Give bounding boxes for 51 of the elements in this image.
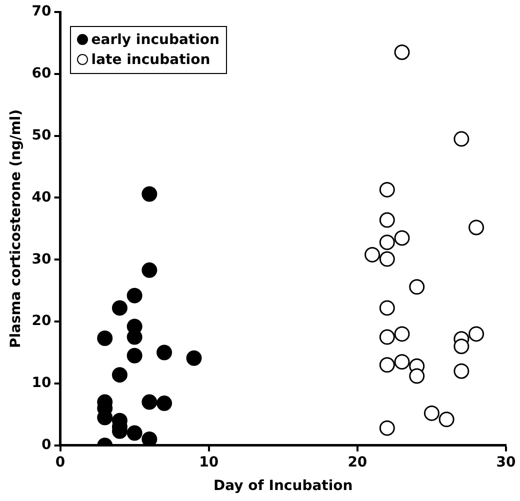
point — [438, 412, 454, 428]
point — [186, 350, 202, 366]
point — [379, 212, 395, 228]
point — [379, 182, 395, 198]
point — [156, 396, 172, 412]
x-axis-title: Day of Incubation — [214, 478, 353, 494]
point — [126, 288, 142, 304]
y-tick-label: 30 — [32, 251, 52, 268]
y-axis-title: Plasma corticosterone (ng/ml) — [8, 109, 24, 348]
point — [454, 338, 470, 354]
point — [394, 44, 410, 60]
point — [379, 357, 395, 373]
x-tick-label: 30 — [496, 454, 516, 470]
point — [379, 251, 395, 267]
point — [379, 234, 395, 250]
point — [468, 220, 484, 236]
legend-label: late incubation — [91, 52, 210, 68]
y-tick-label: 70 — [32, 4, 52, 20]
point — [142, 394, 158, 410]
point — [142, 262, 158, 278]
x-tick-label: 0 — [55, 454, 66, 470]
y-tick-label: 10 — [32, 375, 52, 392]
y-tick-label: 20 — [32, 313, 52, 330]
point — [454, 131, 470, 147]
point — [394, 354, 410, 370]
point — [394, 326, 410, 342]
point — [454, 363, 470, 379]
y-tick-label: 40 — [32, 189, 52, 206]
point — [142, 186, 158, 202]
point — [112, 367, 128, 383]
point — [379, 420, 395, 436]
point — [394, 230, 410, 246]
point — [424, 405, 440, 421]
point — [409, 368, 425, 384]
y-tick-label: 50 — [32, 127, 52, 144]
point — [126, 348, 142, 364]
point — [126, 425, 142, 441]
x-tick-label: 10 — [199, 454, 219, 470]
point — [156, 344, 172, 360]
point — [97, 330, 113, 346]
point — [379, 300, 395, 316]
y-tick-label: 0 — [42, 437, 52, 454]
point — [364, 246, 380, 262]
point — [468, 326, 484, 342]
point — [112, 300, 128, 316]
legend-label: early incubation — [91, 32, 220, 48]
point — [142, 431, 158, 446]
point — [379, 329, 395, 345]
point — [409, 279, 425, 295]
y-tick-label: 60 — [32, 66, 52, 82]
x-tick-label: 20 — [348, 454, 368, 470]
